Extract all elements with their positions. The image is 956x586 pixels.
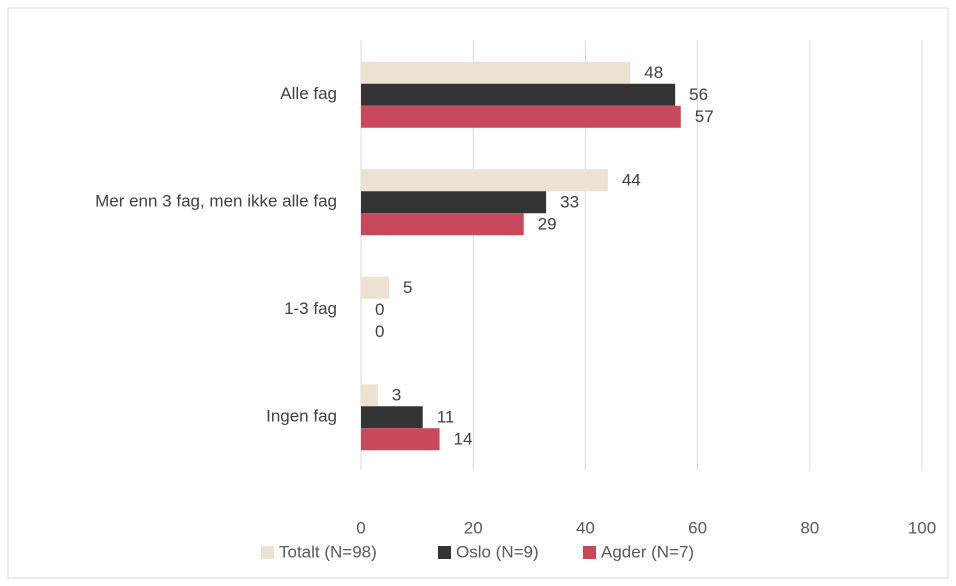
bar	[361, 384, 378, 407]
y-tick-label: Alle fag	[280, 84, 337, 103]
value-label: 44	[622, 171, 641, 190]
x-tick-label: 20	[464, 518, 483, 537]
value-label: 0	[375, 322, 384, 341]
x-tick-label: 100	[908, 518, 936, 537]
value-label: 11	[437, 408, 455, 427]
legend-label: Agder (N=7)	[601, 542, 694, 561]
bar	[361, 169, 608, 192]
y-tick-label: 1-3 fag	[284, 299, 337, 318]
legend-swatch	[261, 546, 274, 559]
bar	[361, 213, 524, 236]
bar	[361, 191, 547, 214]
y-tick-label: Mer enn 3 fag, men ikke alle fag	[95, 192, 337, 211]
value-label: 56	[689, 85, 708, 104]
legend-label: Totalt (N=98)	[279, 542, 377, 561]
x-tick-label: 80	[800, 518, 819, 537]
value-label: 3	[392, 386, 401, 405]
legend-swatch	[583, 546, 596, 559]
bar	[361, 428, 440, 451]
x-tick-label: 60	[688, 518, 707, 537]
bar	[361, 276, 390, 299]
bar	[361, 406, 423, 429]
value-label: 14	[454, 430, 473, 449]
value-label: 33	[560, 193, 579, 212]
value-label: 29	[538, 215, 557, 234]
y-tick-label: Ingen fag	[266, 407, 337, 426]
value-label: 5	[403, 278, 412, 297]
x-tick-label: 40	[576, 518, 595, 537]
value-label: 48	[644, 63, 663, 82]
legend-swatch	[438, 546, 451, 559]
bar	[361, 83, 676, 106]
bar	[361, 105, 681, 128]
legend-label: Oslo (N=9)	[456, 542, 539, 561]
value-label: 0	[375, 300, 384, 319]
x-tick-label: 0	[356, 518, 365, 537]
value-label: 57	[695, 107, 714, 126]
bar	[361, 61, 631, 84]
